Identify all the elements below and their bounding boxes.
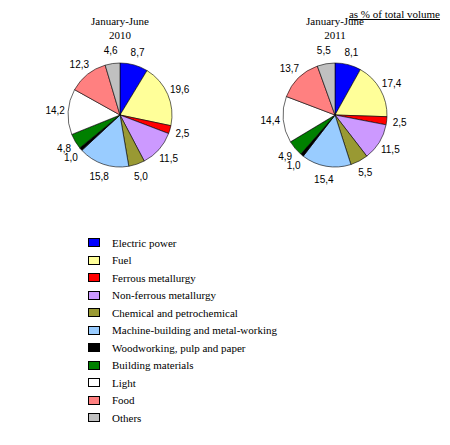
svg-text:4,8: 4,8 xyxy=(57,143,71,154)
svg-text:8,7: 8,7 xyxy=(131,47,145,58)
html-text:as % of total volume: as % of total volume xyxy=(349,8,440,20)
svg-text:11,5: 11,5 xyxy=(159,153,178,164)
html-text:Fuel: Fuel xyxy=(112,254,132,267)
svg-text:2,5: 2,5 xyxy=(393,117,407,128)
html-text:Others: Others xyxy=(112,411,142,424)
svg-text:2,5: 2,5 xyxy=(175,128,189,139)
svg-text:5,5: 5,5 xyxy=(317,45,331,56)
svg-text:5,5: 5,5 xyxy=(358,167,372,178)
html-text:Non-ferrous metallurgy: Non-ferrous metallurgy xyxy=(112,289,216,302)
svg-text:8,1: 8,1 xyxy=(344,47,358,58)
html-text:January-June: January-June xyxy=(306,15,364,27)
svg-text:4,6: 4,6 xyxy=(104,45,118,56)
html-text:2010: 2010 xyxy=(109,29,131,41)
html-text:Chemical and petrochemical: Chemical and petrochemical xyxy=(112,306,238,319)
html-text:January-June: January-June xyxy=(91,15,149,27)
html-text:Woodworking, pulp and paper: Woodworking, pulp and paper xyxy=(112,341,246,354)
html-text:2011: 2011 xyxy=(324,29,346,41)
svg-text:14,4: 14,4 xyxy=(261,115,281,126)
svg-text:1,0: 1,0 xyxy=(64,152,78,163)
svg-text:14,2: 14,2 xyxy=(45,105,65,116)
svg-text:15,8: 15,8 xyxy=(89,171,109,182)
svg-text:15,4: 15,4 xyxy=(314,174,334,185)
svg-text:13,7: 13,7 xyxy=(280,63,300,74)
svg-text:17,4: 17,4 xyxy=(382,78,402,89)
svg-text:12,3: 12,3 xyxy=(70,59,90,70)
svg-text:11,5: 11,5 xyxy=(381,144,400,155)
svg-text:1,0: 1,0 xyxy=(286,159,301,171)
html-text:Machine-building and metal-wor: Machine-building and metal-working xyxy=(112,324,277,337)
html-text:Food: Food xyxy=(112,394,135,407)
html-text:Building materials: Building materials xyxy=(112,359,194,372)
svg-text:19,6: 19,6 xyxy=(170,84,190,95)
svg-text:5,0: 5,0 xyxy=(134,171,148,182)
html-text:Light: Light xyxy=(112,376,136,389)
html-text:Electric power: Electric power xyxy=(112,236,177,249)
html-text:Ferrous metallurgy: Ferrous metallurgy xyxy=(112,271,196,284)
svg-text:4,9: 4,9 xyxy=(278,151,292,162)
